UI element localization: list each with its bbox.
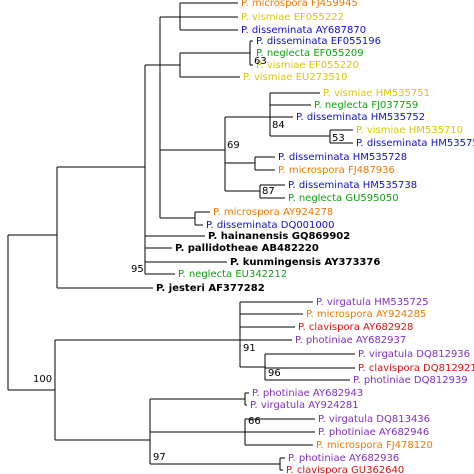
- leaf-label: P. clavispora AY682928: [298, 322, 413, 333]
- leaf-labels: P. microspora FJ459945 P. vismiae EF0552…: [156, 0, 474, 474]
- leaf-label: P. photiniae AY682937: [295, 335, 406, 346]
- leaf-label: P. virgatula DQ813436: [318, 414, 430, 425]
- leaf-label: P. microspora FJ459945: [241, 0, 358, 9]
- leaf-label: P. vismiae EU273510: [243, 72, 348, 83]
- bootstrap-value: 91: [243, 343, 256, 354]
- leaf-label: P. disseminata HM535759: [356, 138, 474, 149]
- leaf-label: P. virgatula AY924281: [250, 400, 359, 411]
- leaf-label: P. jesteri AF377282: [156, 283, 265, 294]
- leaf-label: P. disseminata EF055196: [256, 36, 381, 47]
- leaf-label: P. photiniae AY682936: [288, 453, 399, 464]
- leaf-label: P. photiniae DQ812939: [353, 375, 468, 386]
- leaf-label: P. microspora AY924278: [213, 207, 333, 218]
- leaf-label: P. neglecta EF055209: [256, 48, 364, 59]
- bootstrap-value: 66: [248, 416, 261, 427]
- leaf-label: P. virgatula DQ812936: [358, 349, 470, 360]
- leaf-label: P. virgatula HM535725: [316, 297, 429, 308]
- leaf-label: P. kunmingensis AY373376: [230, 257, 380, 268]
- leaf-label: P. disseminata HM535752: [296, 112, 425, 123]
- leaf-label: P. disseminata AY687870: [241, 25, 366, 36]
- leaf-label: P. vismiae HM535751: [323, 88, 430, 99]
- bootstrap-value: 96: [268, 368, 281, 379]
- bootstrap-value: 53: [332, 133, 345, 144]
- leaf-label: P. clavispora DQ812921: [358, 363, 474, 374]
- leaf-label: P. microspora FJ478120: [316, 440, 433, 451]
- leaf-label: P. neglecta EU342212: [178, 269, 287, 280]
- branches: [7, 2, 355, 471]
- leaf-label: P. disseminata HM535738: [288, 180, 417, 191]
- leaf-label: P. vismiae EF055222: [241, 12, 344, 23]
- leaf-label: P. photiniae AY682946: [318, 427, 429, 438]
- leaf-label: P. hainanensis GQ869902: [208, 231, 350, 242]
- bootstrap-value: 84: [272, 120, 285, 131]
- bootstrap-values: 63 84 53 69 87 95 91 96 100 66 97: [33, 56, 345, 463]
- leaf-label: P. pallidotheae AB482220: [175, 243, 319, 254]
- leaf-label: P. photiniae AY682943: [252, 388, 363, 399]
- bootstrap-value: 69: [227, 140, 240, 151]
- leaf-label: P. vismiae HM535710: [356, 125, 463, 136]
- leaf-label: P. disseminata DQ001000: [206, 220, 335, 231]
- bootstrap-value: 97: [153, 452, 166, 463]
- leaf-label: P. vismiae EF055220: [256, 60, 359, 71]
- bootstrap-value: 100: [33, 374, 52, 385]
- leaf-label: P. microspora AY924285: [306, 309, 426, 320]
- leaf-label: P. disseminata HM535728: [278, 152, 407, 163]
- leaf-label: P. clavispora GU362640: [286, 465, 404, 474]
- leaf-label: P. microspora FJ487936: [278, 165, 395, 176]
- bootstrap-value: 63: [254, 56, 267, 67]
- leaf-label: P. neglecta FJ037759: [314, 100, 418, 111]
- leaf-label: P. neglecta GU595050: [288, 193, 399, 204]
- bootstrap-value: 87: [262, 186, 275, 197]
- bootstrap-value: 95: [131, 264, 144, 275]
